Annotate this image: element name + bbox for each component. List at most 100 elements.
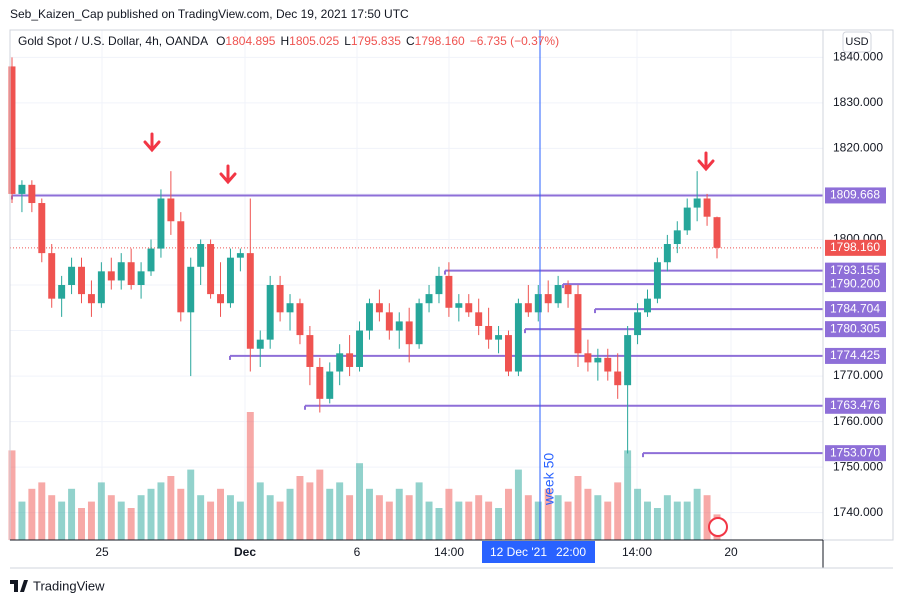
candle-body bbox=[485, 325, 493, 340]
candle-body bbox=[465, 303, 473, 313]
legend-value: 1805.025 bbox=[289, 34, 339, 48]
level-label: 1809.668 bbox=[830, 188, 880, 202]
candle-body bbox=[346, 353, 354, 367]
candle-body bbox=[236, 253, 244, 258]
volume-bar bbox=[644, 501, 651, 540]
candle-body bbox=[544, 294, 552, 304]
volume-bar bbox=[425, 501, 433, 540]
candle-body bbox=[495, 335, 503, 340]
candle-body bbox=[256, 339, 264, 349]
volume-bar bbox=[524, 495, 532, 540]
volume-bar bbox=[385, 501, 393, 540]
candle-body bbox=[137, 271, 145, 285]
candle-body bbox=[127, 262, 135, 285]
candle-body bbox=[653, 262, 661, 299]
volume-bar bbox=[58, 501, 66, 540]
legend-value: 1795.835 bbox=[351, 34, 401, 48]
candle-body bbox=[475, 312, 483, 326]
footer: TradingView bbox=[33, 578, 105, 593]
crosshair-time: 22:00 bbox=[556, 545, 586, 559]
volume-bar bbox=[38, 482, 46, 540]
candle-body bbox=[514, 303, 522, 372]
level-label: 1763.476 bbox=[830, 398, 880, 412]
candle-body bbox=[415, 303, 423, 345]
legend: Gold Spot / U.S. Dollar, 4h, OANDA bbox=[18, 34, 208, 48]
candle-body bbox=[703, 198, 711, 217]
volume-bar bbox=[584, 488, 592, 540]
level-label-box bbox=[825, 347, 886, 364]
level-label-box bbox=[825, 301, 886, 318]
volume-bar bbox=[197, 495, 205, 540]
event-icon[interactable] bbox=[708, 517, 728, 537]
volume-bar bbox=[107, 495, 115, 540]
candle-body bbox=[177, 221, 185, 313]
volume-bar bbox=[485, 501, 493, 540]
volume-bar bbox=[495, 508, 503, 540]
candle-body bbox=[68, 266, 76, 285]
y-tick-label: 1760.000 bbox=[833, 414, 883, 428]
x-tick-label: 14:00 bbox=[622, 545, 652, 559]
volume-bar bbox=[207, 501, 215, 540]
candle-body bbox=[683, 207, 691, 231]
volume-bar bbox=[246, 412, 254, 540]
volume-bar bbox=[405, 495, 413, 540]
level-label: 1790.200 bbox=[830, 276, 880, 290]
x-tick-label: 6 bbox=[354, 545, 361, 559]
volume-bar bbox=[564, 501, 572, 540]
volume-bar bbox=[286, 488, 294, 540]
candle-body bbox=[147, 248, 155, 272]
candle-body bbox=[375, 303, 383, 313]
volume-bar bbox=[97, 482, 105, 540]
candle-body bbox=[445, 275, 453, 308]
legend-key: C bbox=[406, 34, 415, 48]
legend-value: 1798.160 bbox=[415, 34, 465, 48]
x-tick-label: 20 bbox=[724, 545, 738, 559]
volume-bar bbox=[673, 501, 681, 540]
arrow bbox=[143, 132, 161, 153]
volume-bar bbox=[534, 501, 542, 540]
currency-label[interactable]: USD bbox=[845, 36, 868, 48]
arrows bbox=[143, 132, 715, 185]
volume-bar bbox=[316, 469, 324, 540]
x-tick-label: 25 bbox=[95, 545, 109, 559]
candle-body bbox=[48, 253, 56, 299]
volume-bar bbox=[256, 482, 264, 540]
candle-body bbox=[157, 198, 165, 249]
last-price-label: 1798.160 bbox=[830, 240, 880, 254]
candle-body bbox=[167, 198, 175, 222]
volume-bar bbox=[554, 495, 562, 540]
candle-body bbox=[644, 298, 651, 313]
legend-value: 1804.895 bbox=[225, 34, 275, 48]
candle-body bbox=[554, 285, 562, 304]
candle-body bbox=[197, 244, 205, 267]
candle-body bbox=[316, 366, 324, 399]
volume-bar bbox=[693, 488, 701, 540]
candle-body bbox=[78, 266, 85, 295]
y-tick-label: 1820.000 bbox=[833, 141, 883, 155]
candle-body bbox=[594, 357, 602, 363]
candle-body bbox=[306, 335, 314, 367]
level-label-box bbox=[825, 187, 886, 204]
candle-body bbox=[356, 330, 364, 367]
candle-body bbox=[296, 303, 304, 336]
crosshair-time-box bbox=[482, 541, 595, 563]
volume-bar bbox=[187, 469, 195, 540]
level-label-box bbox=[825, 397, 886, 414]
level-label-box bbox=[825, 445, 886, 462]
volume-bar bbox=[48, 495, 56, 540]
currency-button[interactable] bbox=[842, 31, 872, 53]
volume-bar bbox=[574, 476, 582, 540]
volume-bar bbox=[356, 463, 364, 540]
candle-body bbox=[574, 294, 582, 354]
candle-body bbox=[97, 271, 105, 304]
volume-bar bbox=[78, 508, 85, 540]
volume-bar bbox=[127, 508, 135, 540]
volume-bar bbox=[147, 488, 155, 540]
volume-bar bbox=[653, 508, 661, 540]
volume-bar bbox=[137, 495, 145, 540]
volume-bar bbox=[236, 501, 244, 540]
candle-body bbox=[8, 66, 16, 194]
candle-body bbox=[58, 285, 66, 299]
legend-change: −6.735 (−0.37%) bbox=[470, 34, 559, 48]
volume-bar bbox=[455, 501, 463, 540]
